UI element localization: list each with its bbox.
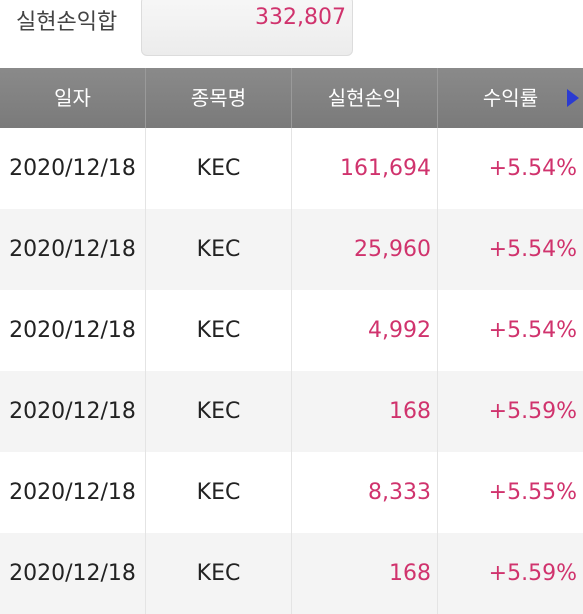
row-stock-name: KEC	[146, 452, 292, 533]
row-return-rate: +5.54%	[488, 237, 577, 262]
row-date: 2020/12/18	[0, 533, 146, 614]
trade-list: 2020/12/18 KEC 161,694 +5.54% 2020/12/18…	[0, 128, 583, 614]
table-row[interactable]: 2020/12/18 KEC 25,960 +5.54%	[0, 209, 583, 290]
row-date: 2020/12/18	[0, 128, 146, 209]
table-row[interactable]: 2020/12/18 KEC 161,694 +5.54%	[0, 128, 583, 209]
row-stock-name: KEC	[146, 371, 292, 452]
row-return-rate: +5.59%	[488, 561, 577, 586]
row-stock-name: KEC	[146, 128, 292, 209]
realized-pnl-total-box: 332,807	[141, 0, 353, 56]
row-date: 2020/12/18	[0, 209, 146, 290]
row-date: 2020/12/18	[0, 290, 146, 371]
row-realized-pnl: 4,992	[292, 290, 438, 371]
table-row[interactable]: 2020/12/18 KEC 168 +5.59%	[0, 533, 583, 614]
row-realized-pnl: 8,333	[292, 452, 438, 533]
row-date: 2020/12/18	[0, 452, 146, 533]
column-header-realized-pnl[interactable]: 실현손익	[292, 68, 438, 128]
column-header-return-rate[interactable]: 수익률	[482, 86, 539, 110]
column-header-date[interactable]: 일자	[0, 68, 146, 128]
row-realized-pnl: 168	[292, 533, 438, 614]
row-stock-name: KEC	[146, 533, 292, 614]
summary-bar: 실현손익합 332,807	[0, 0, 583, 68]
row-stock-name: KEC	[146, 290, 292, 371]
realized-pnl-total-value: 332,807	[255, 5, 346, 30]
table-row[interactable]: 2020/12/18 KEC 8,333 +5.55%	[0, 452, 583, 533]
column-header-stock-name[interactable]: 종목명	[146, 68, 292, 128]
row-stock-name: KEC	[146, 209, 292, 290]
row-return-rate: +5.54%	[488, 318, 577, 343]
row-realized-pnl: 25,960	[292, 209, 438, 290]
table-row[interactable]: 2020/12/18 KEC 168 +5.59%	[0, 371, 583, 452]
row-return-rate: +5.59%	[488, 399, 577, 424]
row-date: 2020/12/18	[0, 371, 146, 452]
row-return-rate: +5.55%	[488, 480, 577, 505]
next-columns-arrow-icon[interactable]	[567, 89, 579, 107]
table-header: 일자 종목명 실현손익 수익률	[0, 68, 583, 128]
row-realized-pnl: 168	[292, 371, 438, 452]
table-row[interactable]: 2020/12/18 KEC 4,992 +5.54%	[0, 290, 583, 371]
row-return-rate: +5.54%	[488, 156, 577, 181]
realized-pnl-total-label: 실현손익합	[16, 10, 118, 35]
row-realized-pnl: 161,694	[292, 128, 438, 209]
